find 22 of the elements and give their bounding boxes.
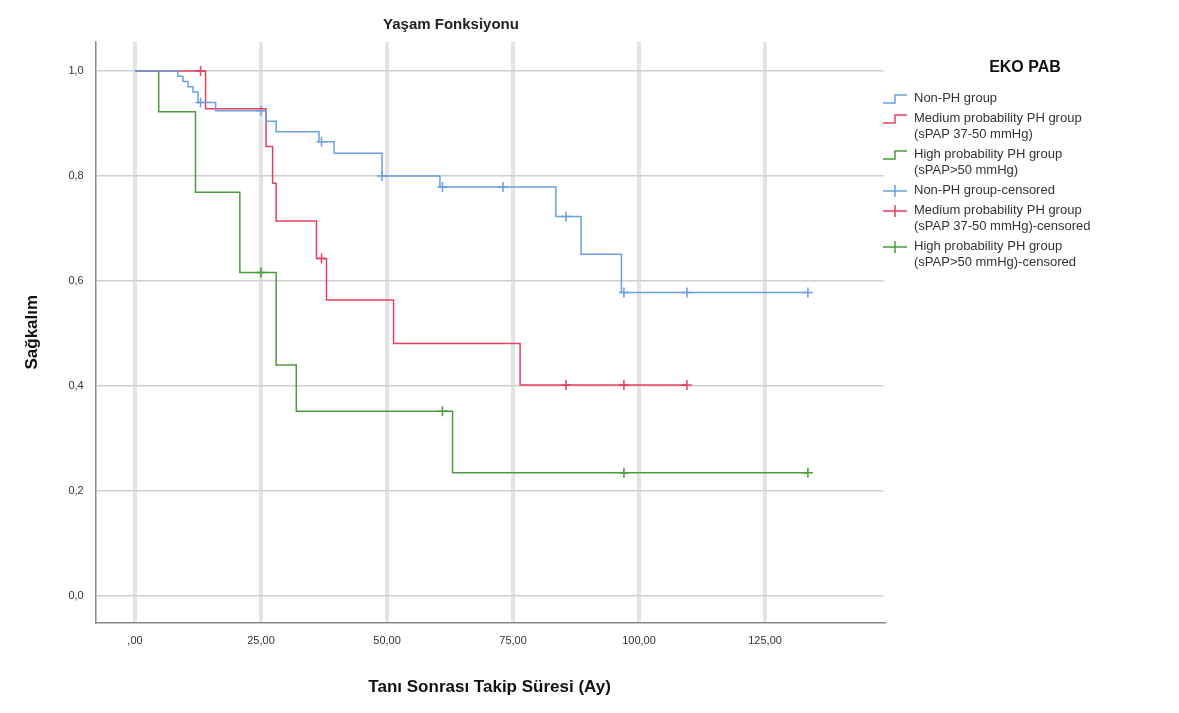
legend-label: Medium probability PH group (sPAP 37-50 mmHg): [914, 110, 1083, 142]
legend-label: High probability PH group (sPAP>50 mmHg): [914, 146, 1064, 178]
y-tick-label: 0,6: [68, 274, 84, 287]
x-tick-label: 100,00: [622, 634, 656, 647]
chart-title: Yaşam Fonksiyonu: [383, 15, 519, 33]
legend-label: High probability PH group (sPAP>50 mmHg)-censored: [914, 238, 1077, 270]
legend-title: EKO PAB: [988, 58, 1062, 76]
legend-label: Non-PH group-censored: [914, 182, 1056, 198]
y-tick-label: 0,4: [68, 379, 84, 392]
x-tick-label: ,00: [127, 634, 143, 647]
y-tick-label: 0,0: [68, 589, 84, 602]
x-tick-label: 75,00: [499, 634, 527, 647]
y-axis-title: Sağkalım: [21, 294, 41, 370]
y-tick-label: 0,8: [68, 168, 84, 181]
legend-label: Medium probability PH group (sPAP 37-50 mmHg)-censored: [914, 202, 1092, 234]
x-axis-title: Tanı Sonrası Takip Süresi (Ay): [368, 677, 611, 697]
y-tick-label: 1,0: [68, 63, 84, 76]
x-tick-label: 125,00: [748, 634, 782, 647]
y-tick-label: 0,2: [68, 484, 84, 497]
legend-label: Non-PH group: [914, 90, 999, 106]
x-tick-label: 25,00: [247, 634, 275, 647]
x-tick-label: 50,00: [373, 634, 401, 647]
